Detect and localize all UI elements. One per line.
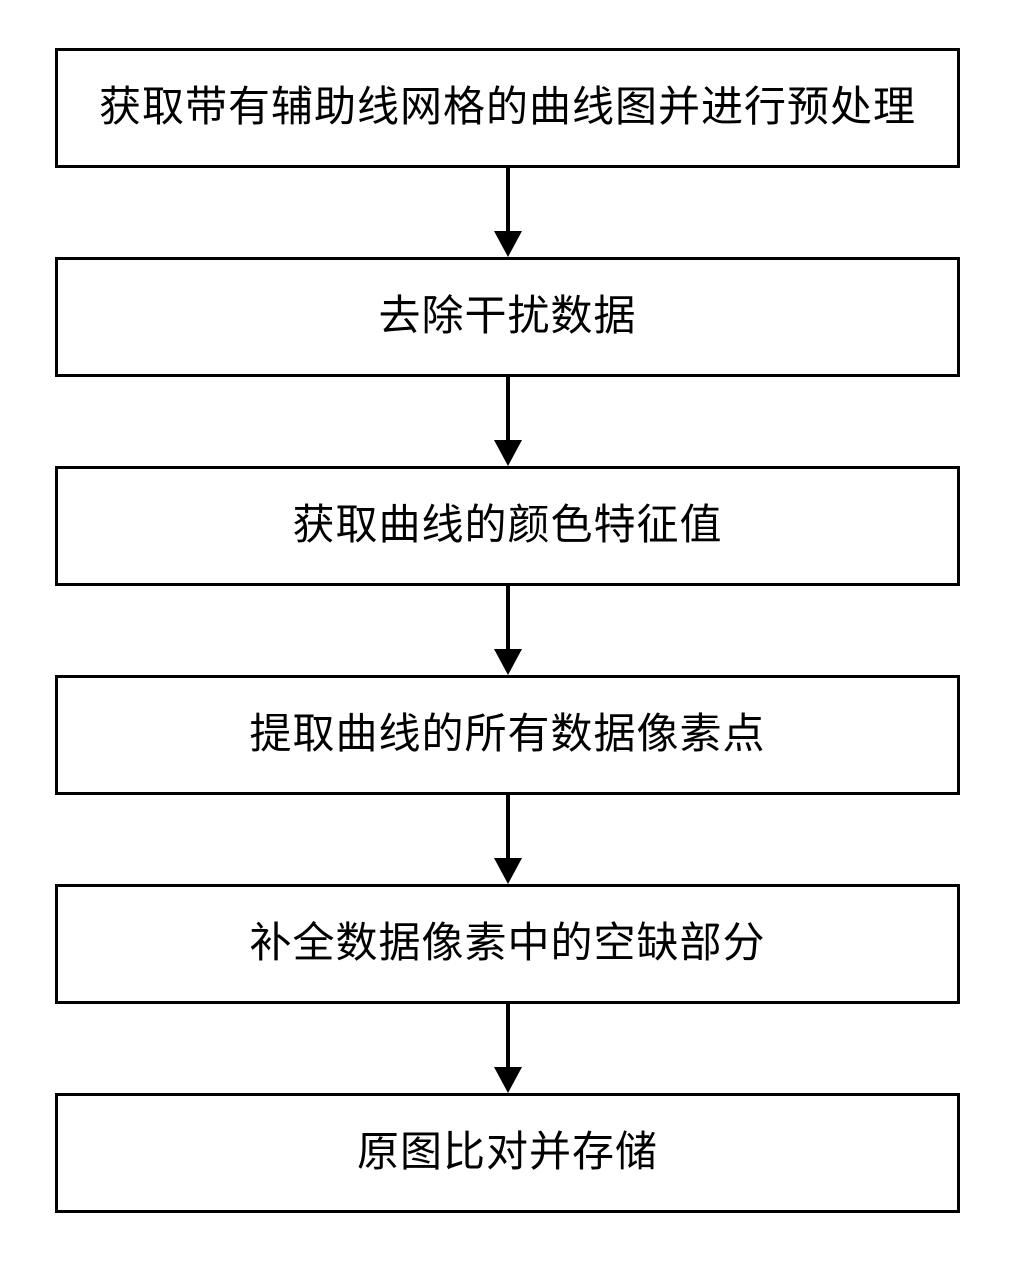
- flowchart-node-n3: 获取曲线的颜色特征值: [55, 466, 960, 586]
- flowchart-node-label: 补全数据像素中的空缺部分: [249, 921, 765, 967]
- flowchart-node-n2: 去除干扰数据: [55, 257, 960, 377]
- flowchart-edge: [506, 1004, 510, 1069]
- flowchart-canvas: 获取带有辅助线网格的曲线图并进行预处理去除干扰数据获取曲线的颜色特征值提取曲线的…: [0, 0, 1013, 1267]
- flowchart-node-n5: 补全数据像素中的空缺部分: [55, 884, 960, 1004]
- flowchart-arrow-head: [494, 231, 522, 257]
- flowchart-edge: [506, 586, 510, 651]
- flowchart-arrow-head: [494, 649, 522, 675]
- flowchart-arrow-head: [494, 1067, 522, 1093]
- flowchart-arrow-head: [494, 858, 522, 884]
- flowchart-node-label: 提取曲线的所有数据像素点: [249, 712, 765, 758]
- flowchart-node-n6: 原图比对并存储: [55, 1093, 960, 1213]
- flowchart-node-n1: 获取带有辅助线网格的曲线图并进行预处理: [55, 48, 960, 168]
- flowchart-node-n4: 提取曲线的所有数据像素点: [55, 675, 960, 795]
- flowchart-node-label: 获取曲线的颜色特征值: [292, 503, 722, 549]
- flowchart-edge: [506, 795, 510, 860]
- flowchart-edge: [506, 377, 510, 442]
- flowchart-node-label: 原图比对并存储: [357, 1130, 658, 1176]
- flowchart-node-label: 去除干扰数据: [378, 294, 636, 340]
- flowchart-edge: [506, 168, 510, 233]
- flowchart-node-label: 获取带有辅助线网格的曲线图并进行预处理: [99, 85, 916, 131]
- flowchart-arrow-head: [494, 440, 522, 466]
